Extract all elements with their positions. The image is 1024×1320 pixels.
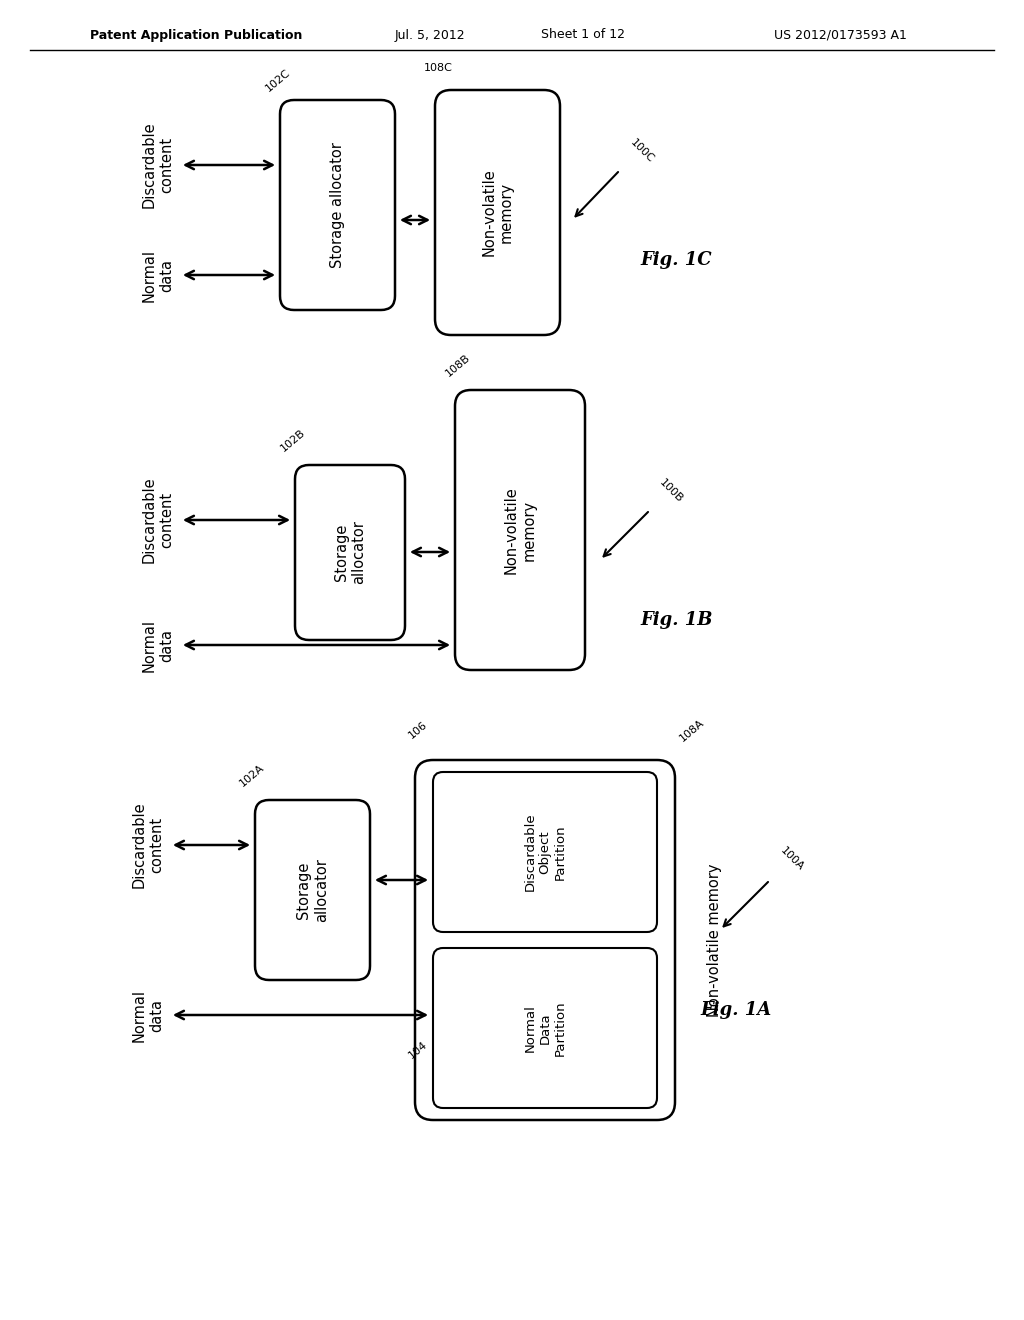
FancyBboxPatch shape xyxy=(295,465,406,640)
FancyBboxPatch shape xyxy=(433,772,657,932)
Text: Storage
allocator: Storage allocator xyxy=(334,520,367,585)
Text: 108B: 108B xyxy=(443,352,472,378)
Text: Fig. 1B: Fig. 1B xyxy=(640,611,713,630)
Text: 108A: 108A xyxy=(678,717,707,743)
Text: Non-volatile
memory: Non-volatile memory xyxy=(504,486,537,574)
Text: Sheet 1 of 12: Sheet 1 of 12 xyxy=(541,29,625,41)
Text: US 2012/0173593 A1: US 2012/0173593 A1 xyxy=(773,29,906,41)
Text: Fig. 1A: Fig. 1A xyxy=(700,1001,771,1019)
Text: Jul. 5, 2012: Jul. 5, 2012 xyxy=(394,29,465,41)
Text: Fig. 1C: Fig. 1C xyxy=(640,251,712,269)
FancyBboxPatch shape xyxy=(255,800,370,979)
FancyBboxPatch shape xyxy=(435,90,560,335)
Text: Storage allocator: Storage allocator xyxy=(330,143,345,268)
Text: Discardable
content: Discardable content xyxy=(141,477,174,564)
Text: Discardable
content: Discardable content xyxy=(132,801,164,888)
Text: Storage
allocator: Storage allocator xyxy=(296,858,329,921)
Text: 102C: 102C xyxy=(264,67,292,94)
Text: 100C: 100C xyxy=(628,137,655,165)
Text: Discardable
Object
Partition: Discardable Object Partition xyxy=(523,813,566,891)
FancyBboxPatch shape xyxy=(433,948,657,1107)
Text: Non-volatile
memory: Non-volatile memory xyxy=(481,169,514,256)
Text: 102A: 102A xyxy=(238,762,266,788)
Text: 100B: 100B xyxy=(657,478,684,506)
FancyBboxPatch shape xyxy=(280,100,395,310)
Text: Non-volatile memory: Non-volatile memory xyxy=(708,863,723,1016)
Text: Normal
Data
Partition: Normal Data Partition xyxy=(523,1001,566,1056)
Text: Patent Application Publication: Patent Application Publication xyxy=(90,29,302,41)
FancyBboxPatch shape xyxy=(415,760,675,1119)
Text: Normal
data: Normal data xyxy=(141,619,174,672)
Text: Normal
data: Normal data xyxy=(141,248,174,301)
Text: 106: 106 xyxy=(407,719,429,741)
Text: Discardable
content: Discardable content xyxy=(141,121,174,209)
Text: 100A: 100A xyxy=(778,846,805,873)
Text: 108C: 108C xyxy=(424,63,453,73)
Text: Normal
data: Normal data xyxy=(132,989,164,1041)
FancyBboxPatch shape xyxy=(455,389,585,671)
Text: 104: 104 xyxy=(407,1039,429,1060)
Text: 102B: 102B xyxy=(279,426,307,453)
